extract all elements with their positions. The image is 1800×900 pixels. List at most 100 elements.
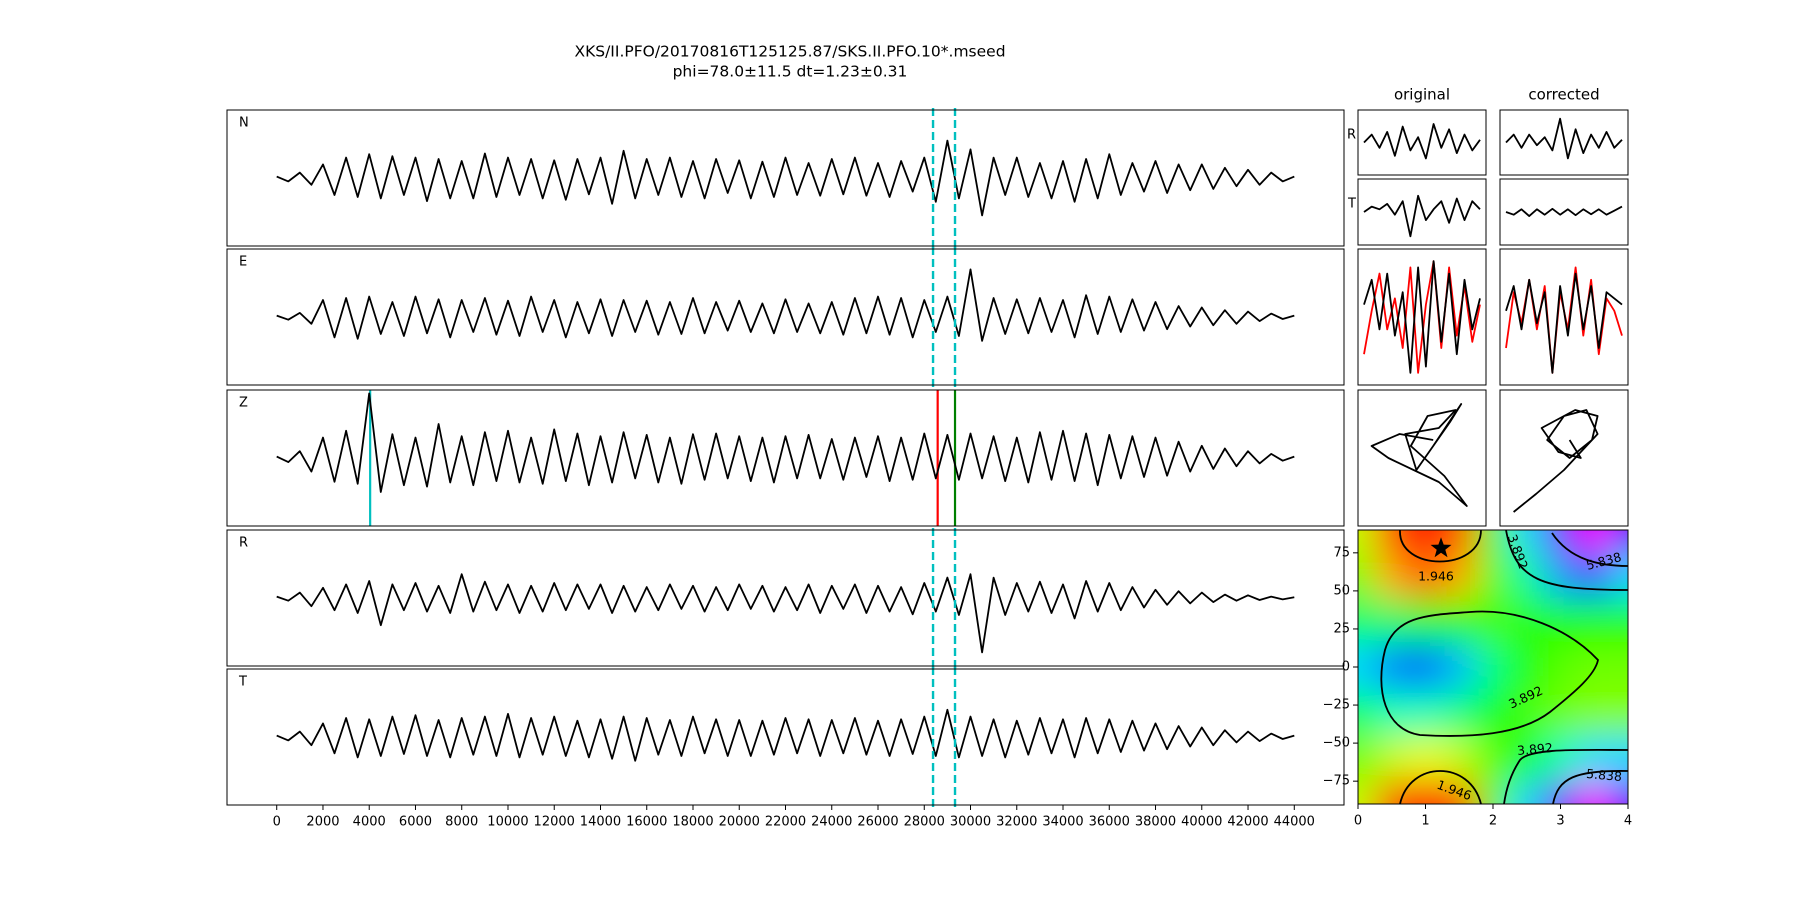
misfit-cell [1358, 644, 1376, 691]
misfit-cell [1577, 552, 1612, 599]
column-title: original [1394, 86, 1450, 104]
x-tick-label: 44000 [1274, 815, 1315, 830]
x-tick-label: 38000 [1135, 815, 1176, 830]
x-tick-label: 10000 [487, 815, 528, 830]
panel-background [227, 669, 1344, 805]
panel-frame [226, 529, 1345, 667]
misfit-cell [1543, 552, 1578, 599]
best-fit-star [1430, 537, 1452, 558]
misfit-cell [1476, 552, 1511, 599]
panel-frame [1499, 389, 1629, 527]
x-tick-label: 2 [1489, 814, 1497, 829]
y-tick-label: −50 [1323, 736, 1350, 751]
misfit-cell [1374, 552, 1410, 599]
y-tick-label: 50 [1333, 583, 1350, 598]
misfit-cell [1476, 530, 1511, 554]
misfit-cell [1476, 735, 1511, 782]
misfit-cell [1442, 689, 1477, 736]
x-tick-label: 24000 [811, 815, 852, 830]
window-trace [1363, 194, 1481, 238]
contour-line [1399, 530, 1482, 563]
contour-line [1505, 530, 1628, 591]
misfit-cell [1611, 530, 1628, 554]
contour-label: 3.892 [1516, 740, 1553, 758]
x-tick-label: 0 [1354, 814, 1362, 829]
panel-frame [1499, 178, 1629, 246]
contour-label: 1.946 [1418, 569, 1454, 584]
x-tick-label: 8000 [445, 815, 478, 830]
window-trace [1505, 117, 1623, 160]
y-tick-label: 75 [1333, 545, 1350, 560]
panel-background [227, 530, 1344, 666]
x-tick-label: 18000 [672, 815, 713, 830]
channel-label: N [239, 116, 249, 131]
misfit-cell [1476, 689, 1511, 736]
misfit-cell [1543, 530, 1578, 554]
x-tick-label: 42000 [1227, 815, 1268, 830]
panel-frame [1357, 389, 1487, 527]
x-tick-label: 2000 [306, 815, 339, 830]
contour-line [1503, 748, 1628, 804]
misfit-cell [1374, 598, 1410, 645]
misfit-cell [1543, 735, 1578, 782]
y-tick-label: 25 [1333, 621, 1350, 636]
misfit-cell [1358, 781, 1376, 804]
misfit-cell [1408, 689, 1443, 736]
x-tick-label: 14000 [580, 815, 621, 830]
panel-frame [1499, 248, 1629, 386]
contour-line [1380, 610, 1599, 737]
panel-background [227, 249, 1344, 385]
misfit-cell [1611, 689, 1628, 736]
x-tick-label: 0 [273, 815, 281, 830]
misfit-cell [1543, 598, 1578, 645]
x-tick-label: 4 [1624, 814, 1632, 829]
y-tick-label: 0 [1342, 660, 1350, 675]
column-title: corrected [1528, 86, 1599, 104]
misfit-cell [1509, 735, 1545, 782]
x-tick-label: 6000 [399, 815, 432, 830]
channel-label: T [238, 675, 247, 690]
x-tick-label: 12000 [534, 815, 575, 830]
misfit-cell [1611, 781, 1628, 804]
y-tick-label: −25 [1323, 698, 1350, 713]
misfit-cell [1408, 781, 1443, 804]
window-trace [1505, 272, 1623, 374]
misfit-cell [1577, 781, 1612, 804]
x-tick-label: 36000 [1089, 815, 1130, 830]
misfit-cell [1358, 598, 1376, 645]
misfit-cell [1611, 644, 1628, 691]
misfit-cell [1442, 781, 1477, 804]
misfit-cell [1476, 598, 1511, 645]
misfit-cell [1358, 689, 1376, 736]
misfit-cell [1611, 735, 1628, 782]
x-tick-label: 3 [1556, 814, 1564, 829]
x-tick-label: 16000 [626, 815, 667, 830]
misfit-cell [1408, 735, 1443, 782]
panel-frame [1357, 178, 1487, 246]
window-trace [1505, 205, 1623, 217]
x-tick-label: 34000 [1042, 815, 1083, 830]
x-tick-label: 40000 [1181, 815, 1222, 830]
misfit-cell [1374, 735, 1410, 782]
misfit-cell [1509, 644, 1545, 691]
panel-frame [226, 109, 1345, 247]
window-trace [1363, 123, 1481, 160]
panel-frame [1499, 109, 1629, 176]
misfit-cell [1476, 781, 1511, 804]
panel-background [227, 110, 1344, 246]
x-tick-label: 32000 [996, 815, 1037, 830]
misfit-cell [1543, 644, 1578, 691]
panel-background [227, 390, 1344, 526]
contour-label: 5.838 [1586, 766, 1623, 784]
misfit-cell [1577, 530, 1612, 554]
misfit-cell [1509, 530, 1545, 554]
misfit-cell [1408, 644, 1443, 691]
trace-label: R [1347, 128, 1356, 143]
contour-line [1552, 770, 1628, 804]
misfit-cell [1543, 781, 1578, 804]
misfit-cell [1374, 644, 1410, 691]
x-tick-label: 30000 [950, 815, 991, 830]
figure-subtitle: phi=78.0±11.5 dt=1.23±0.31 [673, 63, 908, 81]
panel-frame [226, 389, 1345, 527]
